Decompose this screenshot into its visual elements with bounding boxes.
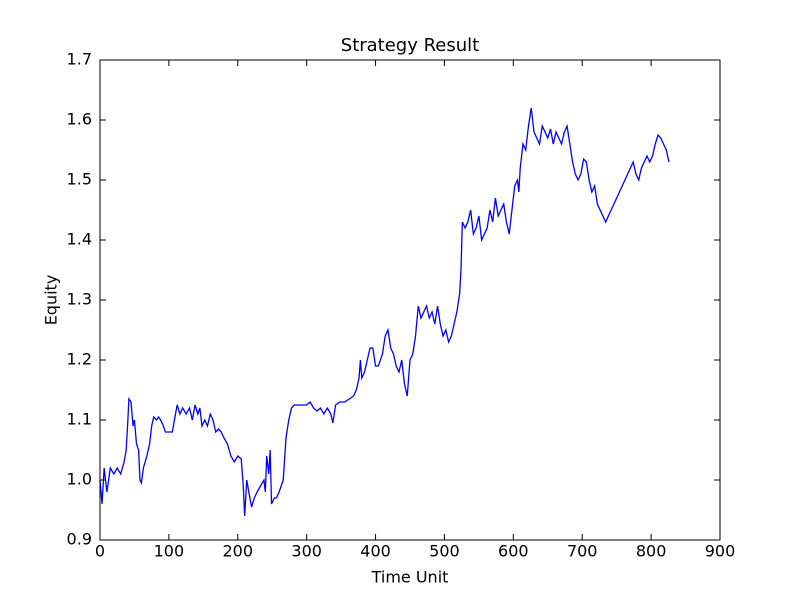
y-tick-label: 1.6	[67, 110, 92, 129]
x-tick-label: 800	[636, 542, 667, 561]
x-axis-label: Time Unit	[371, 568, 449, 587]
y-tick-label: 1.5	[67, 170, 92, 189]
y-tick-label: 0.9	[67, 530, 92, 549]
y-axis-label: Equity	[42, 275, 61, 326]
x-tick-label: 200	[223, 542, 254, 561]
y-tick-label: 1.0	[67, 470, 92, 489]
y-tick-label: 1.4	[67, 230, 92, 249]
chart-title: Strategy Result	[341, 35, 479, 56]
x-tick-label: 400	[360, 542, 391, 561]
y-tick-label: 1.2	[67, 350, 92, 369]
x-tick-label: 700	[567, 542, 598, 561]
line-series	[99, 107, 670, 517]
x-tick-label: 500	[429, 542, 460, 561]
x-tick-label: 600	[498, 542, 529, 561]
y-tick-label: 1.1	[67, 410, 92, 429]
x-tick-label: 900	[705, 542, 736, 561]
y-tick-label: 1.3	[67, 290, 92, 309]
x-tick-label: 300	[291, 542, 322, 561]
x-tick-label: 100	[154, 542, 185, 561]
y-tick-label: 1.7	[67, 50, 92, 69]
x-tick-label: 0	[95, 542, 105, 561]
